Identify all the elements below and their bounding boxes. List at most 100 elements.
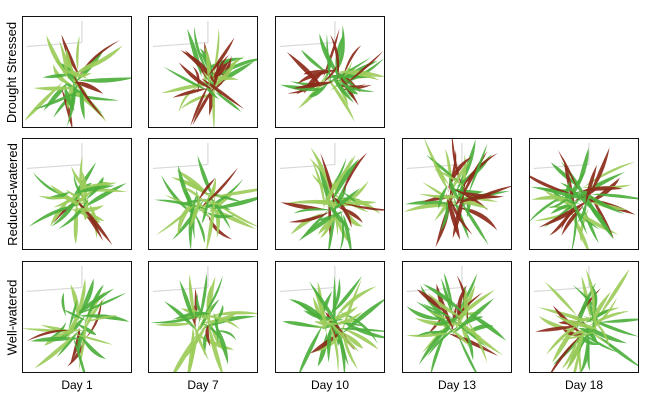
leaf: [343, 214, 352, 249]
leaf: [599, 318, 638, 323]
plant-image-reduced-day4: [402, 138, 512, 250]
leaf: [331, 187, 361, 211]
col-label-day13: Day 13: [437, 378, 477, 392]
leaf: [325, 75, 355, 122]
leaf: [421, 181, 458, 206]
leaf: [74, 189, 95, 207]
leaf: [340, 202, 384, 211]
leaf: [50, 199, 70, 227]
leaf: [582, 333, 618, 353]
leaf: [212, 78, 216, 127]
row-label-drought: Drought Stressed: [4, 21, 20, 123]
leaf: [430, 330, 447, 372]
plant-image-well-day1: [22, 261, 132, 373]
leaf: [303, 69, 325, 75]
leaf: [331, 275, 363, 313]
plant-image-drought-day1: [22, 16, 132, 128]
leaf: [344, 50, 384, 85]
leaf: [70, 333, 114, 345]
leaf: [444, 273, 454, 312]
leaf: [422, 283, 467, 316]
leaf: [59, 40, 68, 78]
leaf: [530, 186, 586, 201]
leaf: [210, 311, 257, 317]
leaf: [448, 150, 457, 193]
leaf: [183, 321, 208, 361]
leaf: [66, 316, 80, 339]
plant-image-well-day5: [529, 261, 639, 373]
leaf: [332, 158, 360, 202]
leaf: [180, 93, 218, 110]
leaf: [163, 66, 210, 92]
leaf: [280, 202, 326, 210]
row-label-well: Well-watered: [4, 279, 20, 355]
leaf: [74, 292, 127, 316]
leaf: [201, 78, 245, 110]
leaf: [52, 64, 72, 85]
leaf: [208, 37, 235, 77]
leaf: [458, 207, 498, 231]
leaf: [299, 324, 323, 372]
leaf: [33, 89, 83, 110]
leaf: [440, 202, 449, 232]
leaf: [588, 177, 620, 204]
leaf: [301, 209, 329, 239]
leaf: [449, 175, 461, 201]
leaf: [77, 323, 97, 336]
leaf: [190, 85, 209, 127]
leaf: [179, 280, 194, 320]
leaf: [451, 298, 494, 335]
leaf: [326, 318, 339, 372]
leaf: [74, 205, 104, 212]
leaf: [332, 74, 354, 103]
leaf: [70, 284, 80, 322]
leaf: [211, 28, 220, 86]
leaf: [301, 49, 330, 75]
leaf: [585, 165, 597, 204]
leaf: [196, 198, 222, 205]
leaf: [82, 45, 123, 71]
plant-image-drought-day2: [148, 16, 258, 128]
leaf: [567, 193, 588, 235]
leaf: [326, 326, 332, 363]
leaf: [560, 331, 597, 340]
leaf: [187, 325, 195, 372]
leaf: [403, 203, 454, 212]
leaf: [46, 35, 70, 81]
leaf: [211, 188, 257, 198]
leaf: [343, 67, 384, 77]
leaf: [208, 322, 223, 372]
leaf: [341, 299, 384, 334]
leaf: [214, 304, 224, 326]
leaf: [213, 321, 229, 365]
plant-image-reduced-day3: [275, 138, 385, 250]
leaf: [208, 214, 233, 240]
leaf: [467, 143, 488, 196]
leaf: [313, 321, 340, 326]
leaf: [333, 320, 360, 325]
leaf: [50, 184, 86, 208]
leaf: [321, 291, 333, 316]
leaf: [76, 35, 80, 71]
leaf: [214, 92, 242, 113]
leaf: [459, 200, 489, 246]
leaf: [309, 281, 340, 328]
leaf: [326, 33, 332, 86]
leaf: [578, 327, 599, 345]
col-label-day18: Day 18: [564, 378, 604, 392]
leaf: [432, 157, 449, 191]
leaf: [213, 312, 219, 345]
leaf: [84, 182, 127, 208]
leaf: [323, 28, 340, 79]
leaf: [589, 147, 610, 194]
leaf: [210, 199, 257, 227]
leaf: [593, 291, 611, 322]
leaf: [449, 160, 471, 195]
leaf: [177, 202, 195, 236]
leaf: [192, 320, 209, 361]
leaf: [566, 327, 586, 371]
leaf: [335, 328, 384, 332]
leaf: [72, 336, 86, 372]
leaf: [580, 186, 623, 192]
leaf: [337, 70, 381, 81]
